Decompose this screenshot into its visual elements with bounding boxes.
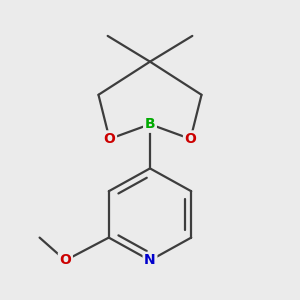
Text: O: O [184,132,196,146]
Text: O: O [59,254,71,267]
Text: N: N [144,254,156,267]
Text: B: B [145,117,155,131]
Text: O: O [103,132,116,146]
